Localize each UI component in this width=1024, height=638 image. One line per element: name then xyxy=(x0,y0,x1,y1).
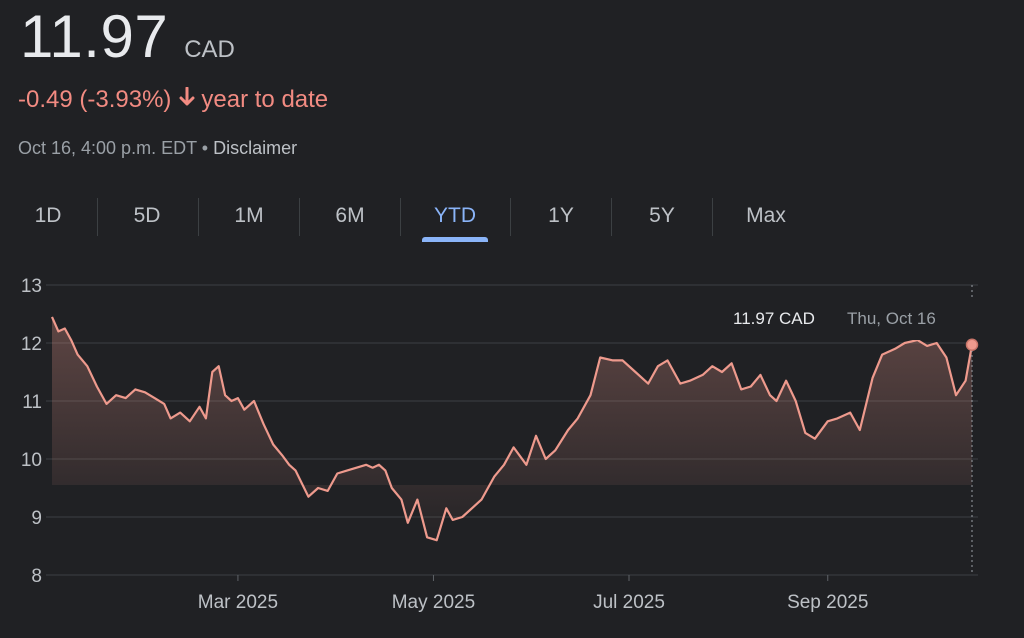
tab-divider xyxy=(97,198,98,236)
x-axis: Mar 2025 May 2025 Jul 2025 Sep 2025 xyxy=(198,575,868,613)
tooltip-value: 11.97 CAD xyxy=(733,309,815,328)
x-tick-label: May 2025 xyxy=(392,592,475,613)
price-line xyxy=(50,316,974,542)
tab-max[interactable]: Max xyxy=(746,204,786,227)
range-tabs: 1D 5D 1M 6M YTD 1Y 5Y Max xyxy=(0,196,820,240)
quote-timestamp: Oct 16, 4:00 p.m. EDT xyxy=(18,138,197,158)
current-price: 11.97 xyxy=(20,3,169,70)
y-tick-label: 12 xyxy=(21,334,42,355)
tab-ytd[interactable]: YTD xyxy=(434,204,476,227)
tab-divider xyxy=(198,198,199,236)
change-period: year to date xyxy=(201,86,329,113)
tooltip-background xyxy=(718,300,974,340)
hover-tooltip: 11.97 CAD Thu, Oct 16 xyxy=(718,300,974,340)
tab-5y[interactable]: 5Y xyxy=(649,204,675,227)
x-tick-label: Jul 2025 xyxy=(593,592,665,613)
tab-5d[interactable]: 5D xyxy=(133,204,161,227)
price-change-row: -0.49 (-3.93%) year to date xyxy=(18,86,328,114)
down-arrow-icon xyxy=(179,86,195,114)
active-tab-indicator xyxy=(422,237,488,242)
price-header: 11.97 CAD xyxy=(20,2,235,71)
tab-divider xyxy=(611,198,612,236)
tab-divider xyxy=(400,198,401,236)
tooltip-date: Thu, Oct 16 xyxy=(847,309,936,328)
tab-1y[interactable]: 1Y xyxy=(548,204,574,227)
tab-divider xyxy=(510,198,511,236)
y-tick-label: 13 xyxy=(21,276,42,297)
tab-6m[interactable]: 6M xyxy=(335,204,365,227)
x-tick-label: Sep 2025 xyxy=(787,592,868,613)
y-axis: 8 9 10 11 12 13 xyxy=(21,276,42,587)
tab-divider xyxy=(299,198,300,236)
quote-meta: Oct 16, 4:00 p.m. EDT • Disclaimer xyxy=(18,138,297,159)
tab-divider xyxy=(712,198,713,236)
y-tick-label: 11 xyxy=(22,392,42,413)
price-chart[interactable]: 8 9 10 11 12 13 Mar 2025 May 2025 Jul 2025 Sep 2… xyxy=(0,255,1024,638)
x-tick-label: Mar 2025 xyxy=(198,592,278,613)
price-change: -0.49 (-3.93%) xyxy=(18,86,172,113)
y-tick-label: 8 xyxy=(31,566,42,587)
meta-separator: • xyxy=(201,138,209,158)
price-area xyxy=(52,316,972,541)
current-point-marker xyxy=(965,338,979,351)
y-tick-label: 9 xyxy=(31,508,42,529)
currency-code: CAD xyxy=(184,36,235,63)
y-tick-label: 10 xyxy=(21,450,42,471)
disclaimer-link[interactable]: Disclaimer xyxy=(213,138,298,158)
tab-1m[interactable]: 1M xyxy=(234,204,264,227)
tab-1d[interactable]: 1D xyxy=(34,204,62,227)
